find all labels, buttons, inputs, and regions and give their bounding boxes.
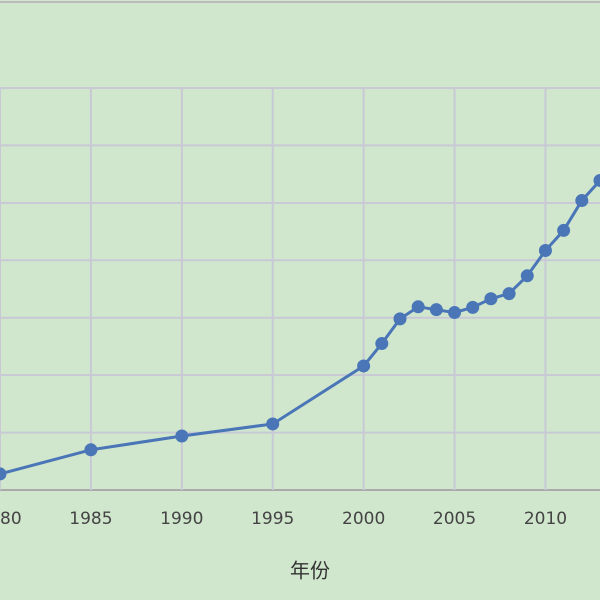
x-tick-label: 2010 xyxy=(524,509,567,529)
data-point xyxy=(84,443,98,457)
x-tick-label: 1985 xyxy=(69,509,112,529)
x-tick-label: 1980 xyxy=(0,509,22,529)
data-point xyxy=(0,467,7,481)
data-point xyxy=(593,173,600,187)
data-point xyxy=(502,287,516,301)
x-tick-label: 2000 xyxy=(342,509,385,529)
data-point xyxy=(484,292,498,306)
x-tick-label: 2005 xyxy=(433,509,476,529)
data-point xyxy=(466,300,480,314)
data-point xyxy=(538,244,552,258)
data-point xyxy=(266,417,280,431)
x-tick-label: 1995 xyxy=(251,509,294,529)
data-point xyxy=(448,306,462,320)
data-point xyxy=(411,300,425,314)
x-tick-label: 1990 xyxy=(160,509,203,529)
data-point xyxy=(357,359,371,373)
data-point xyxy=(393,312,407,326)
data-point xyxy=(520,269,534,283)
x-axis-label: 年份 xyxy=(290,559,330,583)
data-point xyxy=(575,194,589,208)
data-point xyxy=(557,223,571,237)
data-point xyxy=(375,337,389,351)
data-point xyxy=(175,429,189,443)
data-point xyxy=(429,303,443,317)
